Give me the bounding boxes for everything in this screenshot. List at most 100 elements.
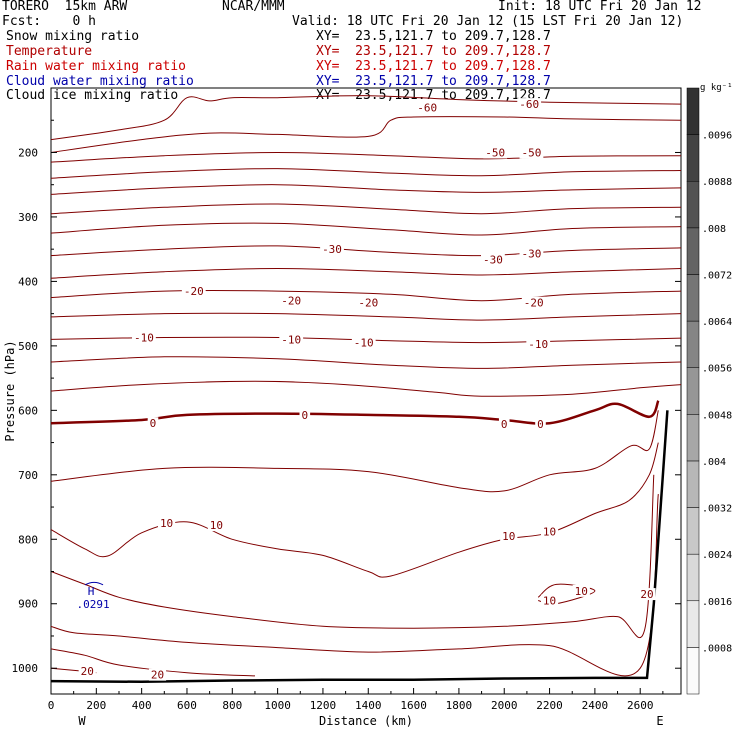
field-name-cloud-water: Cloud water mixing ratio <box>6 74 194 89</box>
contour-line-18 <box>51 151 681 163</box>
colorbar-tick-label-2: .0024 <box>702 550 732 561</box>
x-tick-label-1800: 1800 <box>446 699 473 712</box>
y-tick-label-600: 600 <box>18 404 38 417</box>
colorbar-swatch-5 <box>686 414 700 462</box>
contour-line-14 <box>51 222 681 236</box>
contour-label-bg-18 <box>535 417 546 430</box>
colorbar-swatch-0 <box>686 647 700 695</box>
terrain-layer <box>51 410 669 684</box>
contour-label-10: -20 <box>524 297 544 310</box>
contour-label-bg-0 <box>415 101 440 114</box>
colorbar-swatch-1 <box>686 600 700 648</box>
x-tick-label-1000: 1000 <box>264 699 291 712</box>
colorbar-unit: g kg⁻¹ <box>700 83 733 93</box>
contour-label-0: -60 <box>417 101 437 114</box>
contour-label-bg-22 <box>540 525 559 538</box>
contour-line-3 <box>51 474 655 639</box>
contour-label-bg-11 <box>132 331 156 344</box>
contour-label-bg-23 <box>540 594 559 607</box>
x-tick-label-200: 200 <box>86 699 106 712</box>
contour-label-16: 0 <box>302 409 309 422</box>
y-tick-label-1000: 1000 <box>12 662 39 675</box>
x-tick-label-1400: 1400 <box>355 699 382 712</box>
field-xy-cloud-water: XY= 23.5,121.7 to 209.7,128.7 <box>316 74 551 89</box>
contour-label-bg-27 <box>638 588 656 601</box>
colorbar-swatch-3 <box>686 507 700 555</box>
x-tick-label-2000: 2000 <box>491 699 518 712</box>
colorbar-swatch-8 <box>686 274 700 322</box>
contour-line-15 <box>51 203 681 215</box>
field-xy-rain: XY= 23.5,121.7 to 209.7,128.7 <box>316 59 551 74</box>
x-tick-label-1600: 1600 <box>400 699 427 712</box>
contour-label-13: -10 <box>354 337 374 350</box>
contour-label-1: -60 <box>519 98 539 111</box>
contour-label-bg-8 <box>279 294 304 307</box>
contour-label-2: -50 <box>485 146 505 159</box>
contour-label-3: -50 <box>521 146 541 159</box>
field-name-temperature: Temperature <box>6 44 93 59</box>
contour-label-bg-17 <box>498 417 510 430</box>
contour-label-11: -10 <box>134 331 154 344</box>
contour-line-20 <box>51 95 681 141</box>
x-tick-label-400: 400 <box>132 699 152 712</box>
contour-label-bg-6 <box>519 247 544 260</box>
init-time: Init: 18 UTC Fri 20 Jan 12 <box>498 0 702 14</box>
contour-label-22: 10 <box>543 526 556 539</box>
colorbar-swatch-12 <box>686 87 700 135</box>
contour-label-bg-16 <box>299 408 311 421</box>
contour-label-6: -30 <box>521 248 541 261</box>
contour-line-19 <box>51 116 681 153</box>
contour-line-8 <box>51 356 681 369</box>
x-tick-label-2400: 2400 <box>582 699 609 712</box>
contour-line-7 <box>51 380 681 397</box>
contour-label-25: 20 <box>81 665 94 678</box>
contour-label-bg-24 <box>572 584 590 597</box>
east-label: E <box>656 714 663 728</box>
x-tick-label-800: 800 <box>222 699 242 712</box>
contour-line-9 <box>51 336 681 344</box>
x-tick-label-2200: 2200 <box>536 699 563 712</box>
y-tick-label-500: 500 <box>18 340 38 353</box>
field-xy-snow: XY= 23.5,121.7 to 209.7,128.7 <box>316 29 551 44</box>
cloud-water-max-symbol: H <box>88 585 95 598</box>
colorbar-swatch-9 <box>686 227 700 275</box>
contour-label-bg-26 <box>148 668 167 681</box>
contour-label-bg-13 <box>351 336 376 349</box>
contour-label-21: 10 <box>502 530 515 543</box>
contour-label-20: 10 <box>210 519 223 532</box>
contour-label-bg-5 <box>481 253 505 266</box>
west-label: W <box>78 714 86 728</box>
contour-label-bg-14 <box>526 337 551 350</box>
contour-label-24: 10 <box>575 585 588 598</box>
contour-label-bg-4 <box>320 243 344 256</box>
contour-label-bg-2 <box>483 146 508 159</box>
x-axis-title: Distance (km) <box>319 714 413 728</box>
contour-line-11 <box>51 289 681 302</box>
contour-label-7: -20 <box>184 285 204 298</box>
contour-label-14: -10 <box>528 338 548 351</box>
x-tick-label-2600: 2600 <box>627 699 654 712</box>
contour-label-5: -30 <box>483 253 503 266</box>
contour-label-23: 10 <box>543 595 556 608</box>
colorbar-tick-label-5: .0048 <box>702 410 732 421</box>
model-title: TORERO 15km ARW <box>2 0 128 14</box>
colorbar-swatch-2 <box>686 553 700 602</box>
contour-line-12 <box>51 267 681 279</box>
field-xy-temperature: XY= 23.5,121.7 to 209.7,128.7 <box>316 44 551 59</box>
colorbar-swatch-10 <box>686 180 700 229</box>
colorbar-tick-label-10: .0088 <box>702 177 732 188</box>
contour-label-bg-10 <box>521 296 546 309</box>
contour-label-27: 20 <box>640 588 653 601</box>
x-axis: 0 200 400 600 800 1000 1200 1400 1600 1800 2000 220… <box>48 688 664 712</box>
colorbar-swatch-11 <box>686 134 700 182</box>
temperature-contours <box>51 95 681 677</box>
x-tick-label-1200: 1200 <box>310 699 337 712</box>
colorbar-swatch-6 <box>686 367 700 415</box>
contour-label-bg-21 <box>500 530 518 543</box>
center-name: NCAR/MMM <box>222 0 285 14</box>
colorbar-tick-label-8: .0072 <box>702 270 732 281</box>
contour-label-bg-3 <box>519 146 544 159</box>
cloud-water-max-marker: H.0291 <box>76 581 110 611</box>
contour-label-bg-12 <box>279 333 304 346</box>
